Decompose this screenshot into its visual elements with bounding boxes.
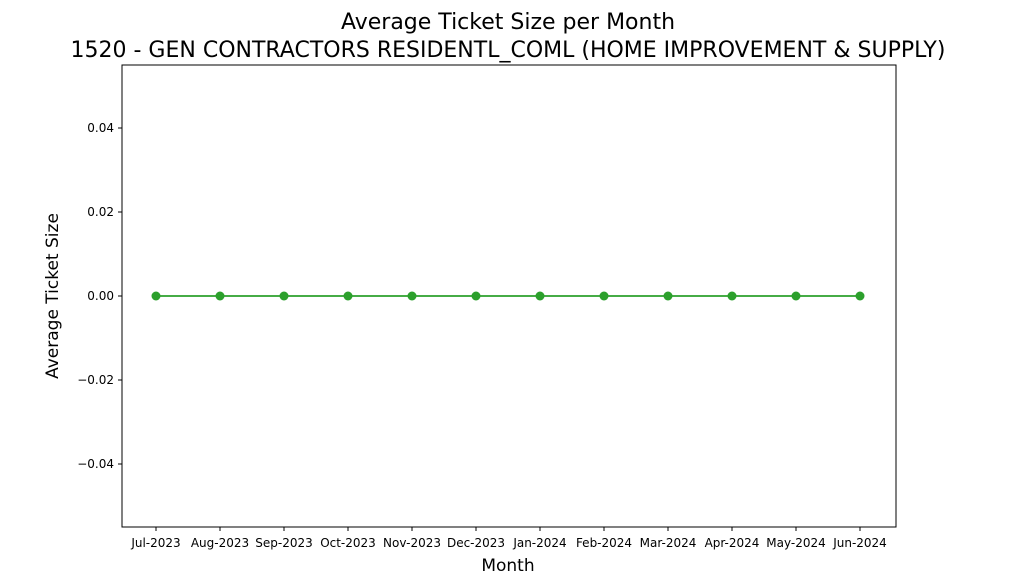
x-axis-label: Month — [481, 556, 534, 576]
x-tick-label: Feb-2024 — [576, 536, 632, 550]
x-tick-label: Jun-2024 — [832, 536, 887, 550]
data-point — [407, 291, 417, 301]
data-point — [151, 291, 161, 301]
data-point — [727, 291, 737, 301]
data-point — [343, 291, 353, 301]
data-point — [215, 291, 225, 301]
series-group — [151, 291, 865, 301]
x-tick-label: Jan-2024 — [512, 536, 566, 550]
data-point — [855, 291, 865, 301]
x-tick-label: Mar-2024 — [640, 536, 697, 550]
y-tick-label: 0.04 — [87, 121, 114, 135]
data-point — [599, 291, 609, 301]
data-point — [535, 291, 545, 301]
chart-subtitle: 1520 - GEN CONTRACTORS RESIDENTL_COML (H… — [71, 38, 946, 63]
y-axis-label: Average Ticket Size — [43, 213, 63, 379]
chart-title: Average Ticket Size per Month — [341, 10, 675, 35]
y-tick-label: −0.02 — [77, 373, 114, 387]
x-axis-ticks: Jul-2023 Aug-2023 Sep-2023 Oct-2023 Nov-2023… — [130, 527, 887, 550]
x-tick-label: Jul-2023 — [130, 536, 180, 550]
y-axis-ticks: 0.04 0.02 0.00 −0.02 −0.04 — [77, 121, 122, 471]
x-tick-label: May-2024 — [766, 536, 825, 550]
x-tick-label: Aug-2023 — [191, 536, 249, 550]
x-tick-label: Apr-2024 — [705, 536, 760, 550]
data-point — [791, 291, 801, 301]
data-point — [663, 291, 673, 301]
y-tick-label: 0.02 — [87, 205, 114, 219]
data-point — [471, 291, 481, 301]
x-tick-label: Sep-2023 — [255, 536, 313, 550]
y-tick-label: 0.00 — [87, 289, 114, 303]
data-point — [279, 291, 289, 301]
x-tick-label: Oct-2023 — [320, 536, 376, 550]
x-tick-label: Nov-2023 — [383, 536, 441, 550]
y-tick-label: −0.04 — [77, 457, 114, 471]
x-tick-label: Dec-2023 — [447, 536, 505, 550]
